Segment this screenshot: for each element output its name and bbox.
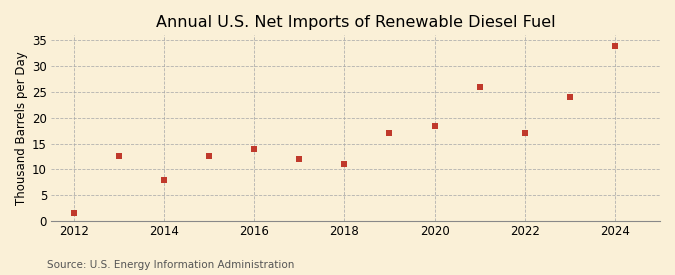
Text: Source: U.S. Energy Information Administration: Source: U.S. Energy Information Administ… [47, 260, 294, 270]
Point [68, 211, 79, 215]
Point [159, 177, 169, 182]
Point [294, 157, 304, 161]
Point [610, 43, 620, 48]
Point [475, 85, 485, 89]
Point [249, 147, 260, 151]
Point [113, 154, 124, 159]
Point [519, 131, 530, 135]
Point [384, 131, 395, 135]
Y-axis label: Thousand Barrels per Day: Thousand Barrels per Day [15, 51, 28, 205]
Point [564, 95, 575, 99]
Point [204, 154, 215, 159]
Point [429, 123, 440, 128]
Title: Annual U.S. Net Imports of Renewable Diesel Fuel: Annual U.S. Net Imports of Renewable Die… [156, 15, 556, 30]
Point [339, 162, 350, 166]
